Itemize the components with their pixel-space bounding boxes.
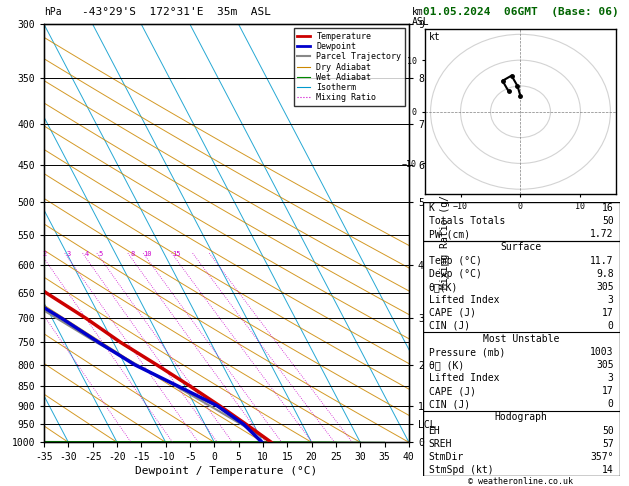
Text: 17: 17 [602,308,614,318]
Text: 11.7: 11.7 [590,256,614,265]
Text: StmSpd (kt): StmSpd (kt) [428,465,493,475]
Text: km: km [412,7,424,17]
Text: 4: 4 [85,251,89,257]
Legend: Temperature, Dewpoint, Parcel Trajectory, Dry Adiabat, Wet Adiabat, Isotherm, Mi: Temperature, Dewpoint, Parcel Trajectory… [294,29,404,105]
Text: 5: 5 [99,251,103,257]
Text: CAPE (J): CAPE (J) [428,386,476,396]
Text: 3: 3 [608,295,614,305]
Text: 305: 305 [596,360,614,370]
Text: 01.05.2024  06GMT  (Base: 06): 01.05.2024 06GMT (Base: 06) [423,7,618,17]
Text: 2: 2 [43,251,47,257]
Text: 1003: 1003 [590,347,614,357]
Text: Temp (°C): Temp (°C) [428,256,481,265]
Text: ASL: ASL [412,17,430,27]
Text: Hodograph: Hodograph [494,413,548,422]
Text: 9.8: 9.8 [596,269,614,278]
Text: 8: 8 [130,251,134,257]
Text: 50: 50 [602,426,614,435]
Text: θᴇ(K): θᴇ(K) [428,282,458,292]
Text: 16: 16 [602,203,614,213]
Text: hPa: hPa [44,7,62,17]
Text: StmDir: StmDir [428,451,464,462]
Text: CAPE (J): CAPE (J) [428,308,476,318]
Text: 17: 17 [602,386,614,396]
Text: Pressure (mb): Pressure (mb) [428,347,505,357]
Y-axis label: Mixing Ratio (g/kg): Mixing Ratio (g/kg) [440,177,450,289]
Text: Surface: Surface [501,243,542,252]
Text: PW (cm): PW (cm) [428,229,470,240]
Text: © weatheronline.co.uk: © weatheronline.co.uk [469,477,573,486]
Text: 14: 14 [602,465,614,475]
Text: 305: 305 [596,282,614,292]
Text: Dewp (°C): Dewp (°C) [428,269,481,278]
Text: 50: 50 [602,216,614,226]
Text: -43°29'S  172°31'E  35m  ASL: -43°29'S 172°31'E 35m ASL [82,7,270,17]
Text: Totals Totals: Totals Totals [428,216,505,226]
Text: CIN (J): CIN (J) [428,399,470,409]
Text: SREH: SREH [428,438,452,449]
Text: Lifted Index: Lifted Index [428,295,499,305]
Text: K: K [428,203,435,213]
Text: kt: kt [428,33,440,42]
Text: 15: 15 [172,251,181,257]
Text: 0: 0 [608,399,614,409]
Text: θᴇ (K): θᴇ (K) [428,360,464,370]
Text: EH: EH [428,426,440,435]
Text: Lifted Index: Lifted Index [428,373,499,383]
Text: 1.72: 1.72 [590,229,614,240]
Text: 10: 10 [143,251,152,257]
Text: 57: 57 [602,438,614,449]
Text: 3: 3 [67,251,71,257]
Text: 3: 3 [608,373,614,383]
Text: 357°: 357° [590,451,614,462]
Text: Most Unstable: Most Unstable [483,334,559,344]
Text: CIN (J): CIN (J) [428,321,470,331]
X-axis label: Dewpoint / Temperature (°C): Dewpoint / Temperature (°C) [135,466,318,476]
Text: 0: 0 [608,321,614,331]
